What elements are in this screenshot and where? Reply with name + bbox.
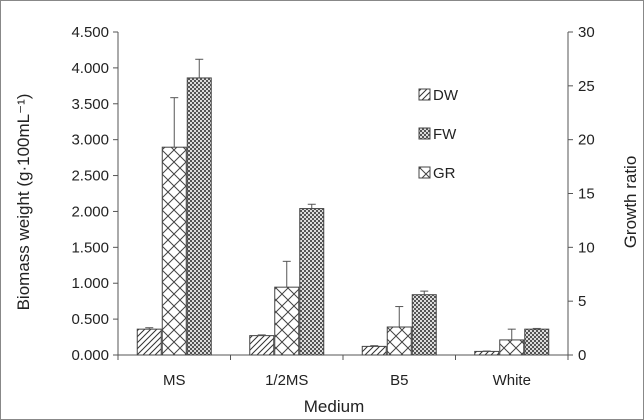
- legend-swatch-dw: [418, 88, 431, 101]
- legend-swatch-gr: [418, 166, 431, 179]
- bar-fw: [299, 208, 325, 356]
- left-tick-label: 1.500: [71, 239, 109, 256]
- right-tick-label: 15: [578, 186, 595, 203]
- bar-marks: [136, 77, 550, 356]
- right-tick-label: 25: [578, 78, 595, 95]
- right-tick-label: 30: [578, 24, 595, 41]
- left-tick-label: 0.500: [71, 311, 109, 328]
- left-tick-label: 2.000: [71, 203, 109, 220]
- right-tick-label: 5: [578, 293, 586, 310]
- legend-label-gr: GR: [433, 165, 456, 182]
- bar-fw: [524, 328, 550, 356]
- bar-fw: [186, 77, 212, 356]
- x-tick-label: 1/2MS: [265, 372, 308, 389]
- plot-area: 0.000 0.500 1.000 1.500 2.000 2.500 3.000 3.500…: [71, 24, 594, 389]
- left-axis-ticks: 0.000 0.500 1.000 1.500 2.000 2.500 3.000 3.500…: [71, 24, 118, 364]
- right-tick-label: 10: [578, 239, 595, 256]
- bar-dw: [474, 350, 500, 356]
- legend-label-fw: FW: [433, 126, 457, 143]
- right-tick-label: 0: [578, 347, 586, 364]
- y2-axis-title: Growth ratio: [621, 156, 640, 249]
- y-axis-title: Biomass weight (g·100mL⁻¹): [14, 94, 33, 311]
- x-tick-label: MS: [163, 372, 186, 389]
- legend: DW FW GR: [418, 87, 459, 182]
- bar-fw: [411, 294, 437, 356]
- left-tick-label: 0.000: [71, 347, 109, 364]
- bar-dw: [361, 345, 387, 356]
- bar-gr: [161, 146, 187, 356]
- bar-gr: [499, 339, 525, 356]
- x-axis-title: Medium: [304, 397, 364, 416]
- bar-dw: [136, 328, 162, 356]
- left-tick-label: 2.500: [71, 168, 109, 185]
- legend-label-dw: DW: [433, 87, 459, 104]
- left-tick-label: 1.000: [71, 275, 109, 292]
- error-bars: [145, 58, 541, 352]
- bar-gr: [274, 286, 300, 356]
- right-tick-label: 20: [578, 132, 595, 149]
- bar-dw: [249, 335, 275, 356]
- x-tick-label: B5: [390, 372, 408, 389]
- x-axis-ticks: MS 1/2MS B5 White: [117, 355, 569, 389]
- left-tick-label: 3.500: [71, 96, 109, 113]
- legend-swatch-fw: [418, 127, 431, 140]
- bar-gr: [386, 326, 412, 356]
- left-tick-label: 4.500: [71, 24, 109, 41]
- left-tick-label: 4.000: [71, 60, 109, 77]
- x-tick-label: White: [493, 372, 531, 389]
- right-axis-ticks: 0 5 10 15 20 25 30: [568, 24, 595, 364]
- left-tick-label: 3.000: [71, 132, 109, 149]
